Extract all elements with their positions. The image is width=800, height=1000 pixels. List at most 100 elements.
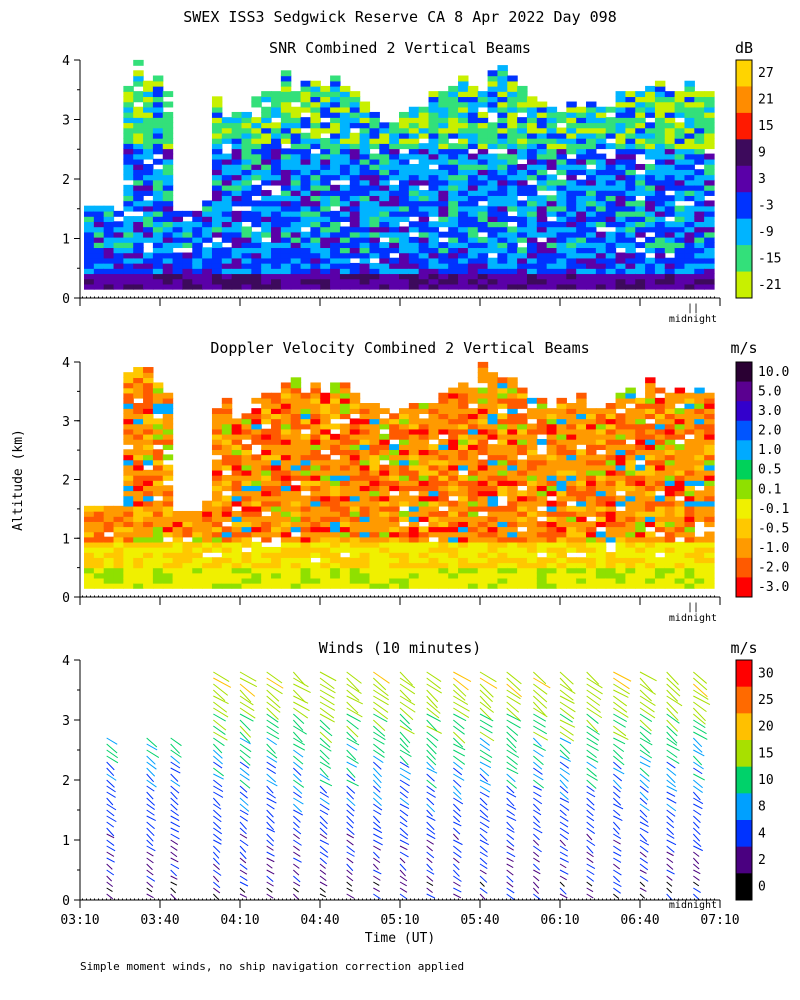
wind-barb <box>506 809 516 816</box>
heatmap-cell <box>133 111 144 118</box>
heatmap-cell <box>211 418 223 425</box>
heatmap-cell <box>310 423 321 430</box>
heatmap-cell <box>152 122 164 129</box>
heatmap-cell <box>664 526 676 533</box>
heatmap-cell <box>221 546 233 553</box>
heatmap-cell <box>359 516 371 522</box>
heatmap-cell <box>359 111 371 118</box>
heatmap-cell <box>389 221 400 228</box>
heatmap-cell <box>477 485 489 492</box>
heatmap-cell <box>704 137 715 144</box>
heatmap-cell <box>143 268 154 275</box>
heatmap-cell <box>566 278 577 285</box>
heatmap-cell <box>487 70 499 77</box>
heatmap-cell <box>300 552 312 558</box>
heatmap-cell <box>221 454 233 461</box>
heatmap-cell <box>605 433 617 440</box>
heatmap-cell <box>280 278 292 285</box>
heatmap-cell <box>615 582 627 589</box>
wind-barb <box>266 809 274 818</box>
heatmap-cell <box>280 117 292 124</box>
heatmap-cell <box>93 536 105 543</box>
heatmap-cell <box>418 480 430 486</box>
heatmap-cell <box>428 546 439 553</box>
heatmap-cell <box>448 148 459 155</box>
heatmap-cell <box>635 283 646 290</box>
heatmap-cell <box>477 536 489 543</box>
heatmap-cell <box>507 418 518 425</box>
heatmap-cell <box>241 262 252 269</box>
heatmap-cell <box>576 127 587 134</box>
wind-barb <box>170 893 177 901</box>
heatmap-cell <box>694 572 705 579</box>
wind-barb <box>559 809 567 816</box>
heatmap-cell <box>369 132 380 139</box>
heatmap-cell <box>339 408 351 415</box>
heatmap-cell <box>359 485 371 492</box>
heatmap-cell <box>123 552 134 558</box>
heatmap-cell <box>694 268 705 275</box>
heatmap-cell <box>674 122 686 129</box>
heatmap-cell <box>536 500 548 507</box>
heatmap-cell <box>202 252 213 259</box>
heatmap-cell <box>280 216 292 222</box>
heatmap-cell <box>438 111 449 118</box>
heatmap-cell <box>556 179 567 186</box>
heatmap-cell <box>320 521 331 528</box>
heatmap-cell <box>103 536 115 543</box>
heatmap-cell <box>389 526 400 533</box>
heatmap-cell <box>202 510 213 517</box>
heatmap-cell <box>330 96 341 103</box>
wind-barb <box>319 827 328 835</box>
wind-barb <box>213 779 223 788</box>
heatmap-cell <box>566 143 577 150</box>
wind-barb <box>266 851 275 857</box>
wind-barb <box>106 743 118 754</box>
heatmap-cell <box>497 392 508 399</box>
heatmap-cell <box>438 392 449 399</box>
heatmap-cell <box>300 252 312 259</box>
heatmap-cell <box>615 500 627 507</box>
heatmap-cell <box>211 247 223 254</box>
heatmap-cell <box>389 582 400 589</box>
heatmap-cell <box>389 283 400 290</box>
heatmap-cell <box>211 205 223 212</box>
heatmap-cell <box>280 242 292 249</box>
heatmap-cell <box>251 490 262 497</box>
heatmap-cell <box>152 562 164 569</box>
heatmap-cell <box>320 242 331 249</box>
heatmap-cell <box>467 577 479 584</box>
heatmap-cell <box>438 127 449 134</box>
heatmap-cell <box>133 122 144 129</box>
heatmap-cell <box>566 418 577 425</box>
heatmap-cell <box>231 454 243 461</box>
heatmap-cell <box>654 200 666 207</box>
heatmap-cell <box>369 195 380 202</box>
heatmap-cell <box>349 572 361 579</box>
heatmap-cell <box>172 521 184 528</box>
heatmap-cell <box>211 413 223 420</box>
heatmap-cell <box>694 459 705 466</box>
heatmap-cell <box>684 418 695 425</box>
heatmap-cell <box>143 85 154 92</box>
heatmap-cell <box>674 444 686 450</box>
heatmap-cell <box>192 562 203 569</box>
heatmap-cell <box>123 459 134 466</box>
heatmap-cell <box>448 106 459 113</box>
heatmap-cell <box>625 278 636 285</box>
heatmap-cell <box>369 403 380 409</box>
heatmap-cell <box>133 474 144 481</box>
heatmap-cell <box>280 454 292 461</box>
heatmap-cell <box>113 262 124 269</box>
wind-barb <box>559 761 570 769</box>
heatmap-cell <box>271 231 282 238</box>
heatmap-cell <box>625 392 636 399</box>
heatmap-cell <box>202 278 213 285</box>
heatmap-cell <box>290 127 302 134</box>
heatmap-cell <box>664 132 676 139</box>
heatmap-cell <box>684 210 695 217</box>
heatmap-cell <box>615 526 627 533</box>
wind-barb <box>266 893 274 899</box>
heatmap-cell <box>556 153 567 160</box>
